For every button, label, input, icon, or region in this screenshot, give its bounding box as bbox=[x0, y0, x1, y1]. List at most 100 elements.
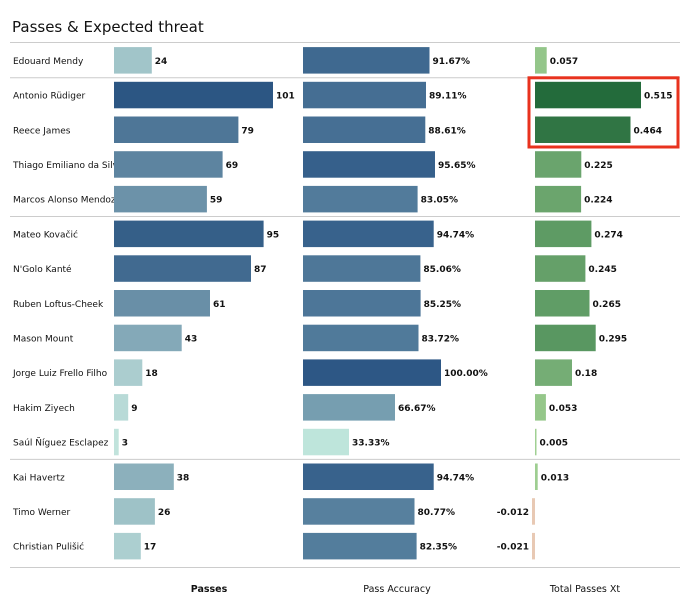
column-heading-passes: Passes bbox=[191, 584, 228, 595]
data-label-passes-antonio-rudiger: 101 bbox=[276, 92, 295, 102]
player-label-n-golo-kante: N'Golo Kanté bbox=[13, 264, 72, 275]
bar-total-passes-xt-ruben-loftus-cheek bbox=[535, 290, 590, 317]
player-label-thiago-emiliano-da-silva: Thiago Emiliano da Silva bbox=[12, 161, 123, 171]
data-label-passes-timo-werner: 26 bbox=[158, 508, 171, 518]
bar-passes-hakim-ziyech bbox=[114, 394, 129, 421]
bar-pass-accuracy-timo-werner bbox=[303, 498, 415, 525]
player-label-jorge-luiz-frello-filho: Jorge Luiz Frello Filho bbox=[12, 369, 108, 379]
column-heading-pass-accuracy: Pass Accuracy bbox=[363, 584, 431, 595]
data-label-passes-kai-havertz: 38 bbox=[177, 473, 190, 483]
data-label-passes-mason-mount: 43 bbox=[185, 335, 198, 345]
bar-pass-accuracy-antonio-rudiger bbox=[303, 81, 426, 109]
data-label-total-passes-xt-edouard-mendy: 0.057 bbox=[550, 57, 578, 67]
data-label-pass-accuracy-thiago-emiliano-da-silva: 95.65% bbox=[438, 161, 476, 171]
bar-passes-thiago-emiliano-da-silva bbox=[114, 151, 223, 178]
bar-passes-marcos-alonso-mendoza bbox=[114, 185, 207, 213]
data-label-passes-hakim-ziyech: 9 bbox=[131, 404, 137, 414]
bar-total-passes-xt-mason-mount bbox=[535, 324, 596, 352]
bar-total-passes-xt-marcos-alonso-mendoza bbox=[535, 185, 582, 213]
bar-pass-accuracy-mateo-kovacic bbox=[303, 220, 434, 248]
data-label-passes-mateo-kovacic: 95 bbox=[267, 230, 280, 240]
data-label-pass-accuracy-jorge-luiz-frello-filho: 100.00% bbox=[444, 369, 488, 379]
data-label-total-passes-xt-ruben-loftus-cheek: 0.265 bbox=[593, 300, 621, 310]
bar-pass-accuracy-reece-james bbox=[303, 116, 426, 143]
data-label-pass-accuracy-christian-pulisic: 82.35% bbox=[420, 543, 458, 553]
data-label-pass-accuracy-n-golo-kante: 85.06% bbox=[423, 265, 461, 275]
data-label-total-passes-xt-n-golo-kante: 0.245 bbox=[588, 265, 616, 275]
data-label-passes-jorge-luiz-frello-filho: 18 bbox=[145, 369, 158, 379]
data-label-total-passes-xt-reece-james: 0.464 bbox=[634, 126, 662, 136]
bar-pass-accuracy-marcos-alonso-mendoza bbox=[303, 185, 418, 213]
bar-passes-timo-werner bbox=[114, 498, 155, 525]
bar-total-passes-xt-edouard-mendy bbox=[535, 47, 547, 74]
bar-total-passes-xt-mateo-kovacic bbox=[535, 220, 592, 248]
data-label-pass-accuracy-antonio-rudiger: 89.11% bbox=[429, 92, 467, 102]
player-label-antonio-rudiger: Antonio Rüdiger bbox=[13, 92, 85, 102]
bar-pass-accuracy-mason-mount bbox=[303, 324, 419, 352]
bar-passes-christian-pulisic bbox=[114, 532, 141, 560]
data-label-total-passes-xt-mason-mount: 0.295 bbox=[599, 335, 627, 345]
bar-passes-kai-havertz bbox=[114, 463, 174, 490]
data-label-total-passes-xt-mateo-kovacic: 0.274 bbox=[594, 230, 622, 240]
data-label-total-passes-xt-jorge-luiz-frello-filho: 0.18 bbox=[575, 369, 597, 379]
data-label-pass-accuracy-mason-mount: 83.72% bbox=[422, 335, 460, 345]
data-label-total-passes-xt-marcos-alonso-mendoza: 0.224 bbox=[584, 196, 612, 206]
bar-total-passes-xt-saul-niguez-esclapez bbox=[535, 428, 537, 456]
player-label-christian-pulisic: Christian Pulišić bbox=[13, 542, 84, 553]
bar-passes-mason-mount bbox=[114, 324, 182, 352]
column-heading-total-passes-xt: Total Passes Xt bbox=[549, 584, 621, 595]
bar-total-passes-xt-kai-havertz bbox=[535, 463, 538, 490]
data-label-passes-marcos-alonso-mendoza: 59 bbox=[210, 196, 223, 206]
player-label-edouard-mendy: Edouard Mendy bbox=[13, 57, 84, 67]
data-label-passes-christian-pulisic: 17 bbox=[144, 543, 157, 553]
data-label-pass-accuracy-reece-james: 88.61% bbox=[428, 126, 466, 136]
highlight-box bbox=[527, 76, 680, 149]
player-label-hakim-ziyech: Hakim Ziyech bbox=[13, 404, 75, 414]
data-label-pass-accuracy-kai-havertz: 94.74% bbox=[437, 473, 475, 483]
data-label-pass-accuracy-edouard-mendy: 91.67% bbox=[433, 57, 471, 67]
player-label-mateo-kovacic: Mateo Kovačić bbox=[13, 229, 78, 240]
bar-passes-n-golo-kante bbox=[114, 255, 251, 282]
data-label-pass-accuracy-marcos-alonso-mendoza: 83.05% bbox=[421, 196, 459, 206]
bar-pass-accuracy-edouard-mendy bbox=[303, 47, 430, 74]
data-label-passes-thiago-emiliano-da-silva: 69 bbox=[226, 161, 239, 171]
data-label-total-passes-xt-thiago-emiliano-da-silva: 0.225 bbox=[584, 161, 612, 171]
bar-pass-accuracy-ruben-loftus-cheek bbox=[303, 290, 421, 317]
data-label-total-passes-xt-saul-niguez-esclapez: 0.005 bbox=[540, 439, 568, 449]
data-label-pass-accuracy-mateo-kovacic: 94.74% bbox=[437, 230, 475, 240]
bar-total-passes-xt-hakim-ziyech bbox=[535, 394, 546, 421]
player-label-marcos-alonso-mendoza: Marcos Alonso Mendoza bbox=[13, 196, 121, 206]
player-label-ruben-loftus-cheek: Ruben Loftus-Cheek bbox=[13, 300, 104, 310]
bar-passes-jorge-luiz-frello-filho bbox=[114, 359, 143, 386]
data-label-pass-accuracy-hakim-ziyech: 66.67% bbox=[398, 404, 436, 414]
data-label-total-passes-xt-hakim-ziyech: 0.053 bbox=[549, 404, 577, 414]
bar-pass-accuracy-n-golo-kante bbox=[303, 255, 421, 282]
bar-passes-mateo-kovacic bbox=[114, 220, 264, 248]
player-label-kai-havertz: Kai Havertz bbox=[13, 473, 65, 483]
bar-total-passes-xt-antonio-rudiger bbox=[535, 81, 641, 109]
bar-passes-reece-james bbox=[114, 116, 239, 143]
chart-title: Passes & Expected threat bbox=[12, 18, 204, 36]
bar-passes-ruben-loftus-cheek bbox=[114, 290, 210, 317]
bar-passes-saul-niguez-esclapez bbox=[114, 428, 119, 456]
player-label-saul-niguez-esclapez: Saúl Ñíguez Esclapez bbox=[13, 438, 109, 449]
data-label-total-passes-xt-timo-werner: -0.012 bbox=[497, 508, 529, 518]
data-label-passes-edouard-mendy: 24 bbox=[155, 57, 168, 67]
data-label-passes-reece-james: 79 bbox=[241, 126, 254, 136]
bar-pass-accuracy-kai-havertz bbox=[303, 463, 434, 490]
data-label-pass-accuracy-timo-werner: 80.77% bbox=[418, 508, 456, 518]
bar-passes-edouard-mendy bbox=[114, 47, 152, 74]
data-label-pass-accuracy-ruben-loftus-cheek: 85.25% bbox=[424, 300, 462, 310]
data-label-passes-saul-niguez-esclapez: 3 bbox=[122, 439, 128, 449]
data-label-total-passes-xt-christian-pulisic: -0.021 bbox=[497, 543, 529, 553]
bar-total-passes-xt-reece-james bbox=[535, 116, 631, 143]
bar-total-passes-xt-timo-werner bbox=[532, 498, 535, 525]
bar-pass-accuracy-christian-pulisic bbox=[303, 532, 417, 560]
data-label-pass-accuracy-saul-niguez-esclapez: 33.33% bbox=[352, 439, 390, 449]
bar-total-passes-xt-christian-pulisic bbox=[532, 532, 535, 560]
bar-total-passes-xt-thiago-emiliano-da-silva bbox=[535, 151, 582, 178]
bar-total-passes-xt-n-golo-kante bbox=[535, 255, 586, 282]
bar-pass-accuracy-thiago-emiliano-da-silva bbox=[303, 151, 435, 178]
player-label-mason-mount: Mason Mount bbox=[13, 334, 74, 344]
